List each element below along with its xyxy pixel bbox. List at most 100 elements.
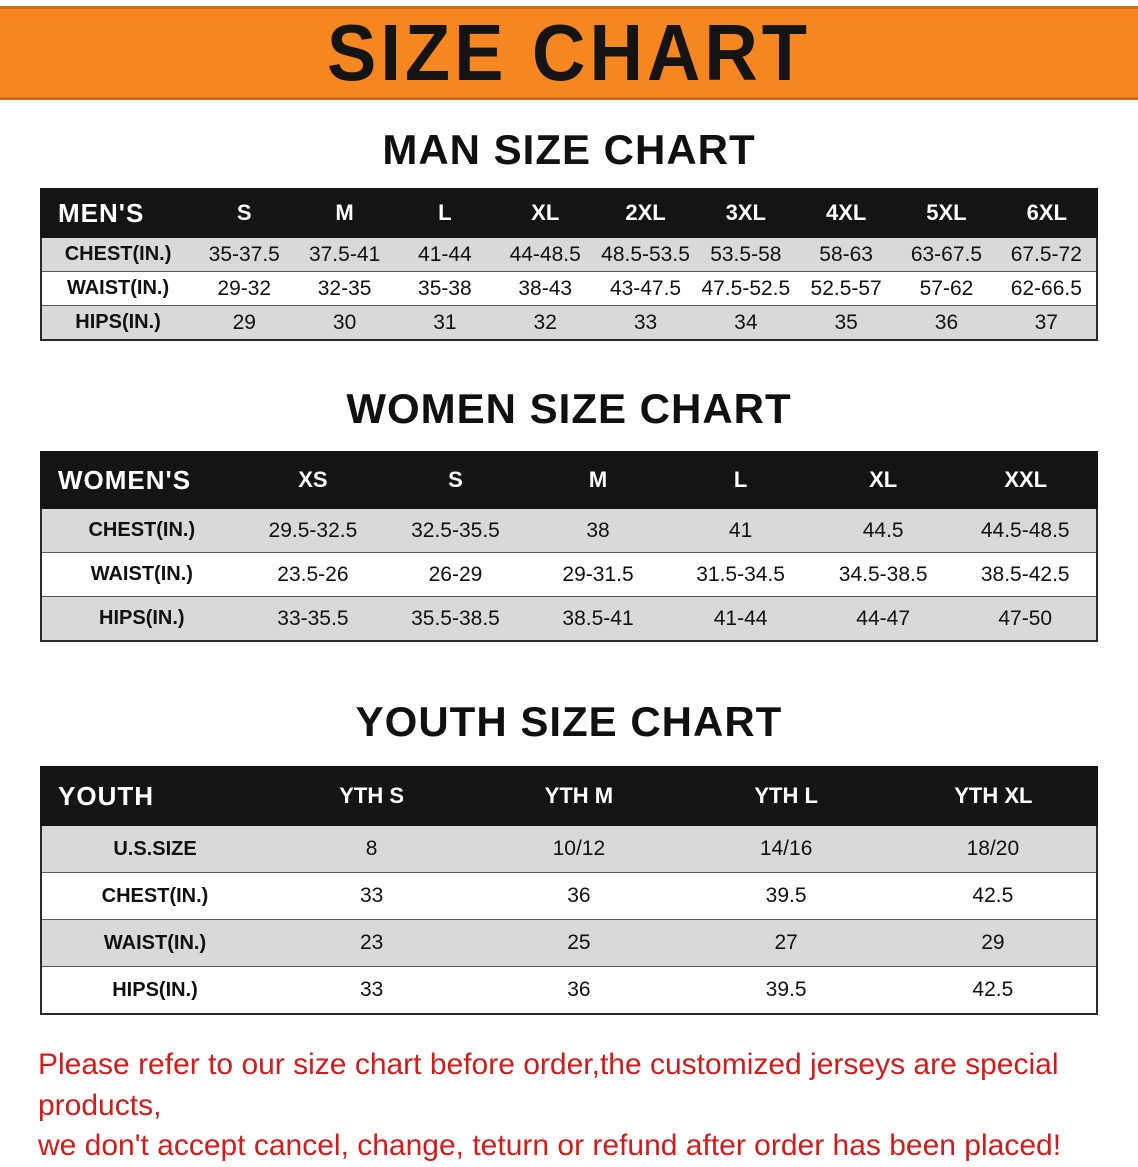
table-cell: 29 bbox=[889, 919, 1097, 967]
table-cell: 33-35.5 bbox=[241, 596, 385, 642]
man-size-chart-heading: MAN SIZE CHART bbox=[382, 126, 756, 173]
column-header: YTH L bbox=[681, 766, 891, 826]
row-label: CHEST(IN.) bbox=[41, 236, 195, 272]
women-size-table-container: WOMEN'S XS S M L XL XXL CHEST(IN.) 29.5-32.5 32.5… bbox=[40, 451, 1098, 642]
table-row: HIPS(IN.) 33 36 39.5 42.5 bbox=[41, 966, 1097, 1015]
row-label: WAIST(IN.) bbox=[41, 552, 242, 597]
table-row: WAIST(IN.) 23 25 27 29 bbox=[41, 919, 1097, 967]
table-cell: 39.5 bbox=[682, 872, 890, 920]
column-header: XL bbox=[494, 188, 597, 238]
table-cell: 38-43 bbox=[495, 271, 596, 306]
table-cell: 41-44 bbox=[394, 236, 496, 272]
table-cell: 37 bbox=[996, 305, 1097, 341]
column-header: 2XL bbox=[594, 188, 697, 238]
table-cell: 63-67.5 bbox=[896, 236, 997, 272]
row-label: HIPS(IN.) bbox=[41, 305, 195, 341]
table-cell: 31 bbox=[394, 305, 496, 341]
table-cell: 48.5-53.5 bbox=[595, 236, 696, 272]
table-cell: 34.5-38.5 bbox=[811, 552, 955, 597]
table-corner-label: WOMEN'S bbox=[40, 451, 243, 509]
table-cell: 44.5 bbox=[811, 507, 955, 553]
table-cell: 14/16 bbox=[682, 824, 890, 873]
column-header: L bbox=[668, 451, 813, 509]
table-cell: 32-35 bbox=[294, 271, 395, 306]
table-cell: 33 bbox=[595, 305, 696, 341]
table-cell: 36 bbox=[475, 872, 683, 920]
table-row: CHEST(IN.) 35-37.5 37.5-41 41-44 44-48.5 48.5… bbox=[41, 236, 1097, 272]
column-header: XXL bbox=[953, 451, 1098, 509]
row-label: WAIST(IN.) bbox=[41, 919, 269, 967]
column-header: YTH M bbox=[474, 766, 684, 826]
row-label: U.S.SIZE bbox=[41, 824, 269, 873]
table-cell: 10/12 bbox=[475, 824, 683, 873]
table-cell: 29-31.5 bbox=[526, 552, 670, 597]
size-table: WOMEN'S XS S M L XL XXL CHEST(IN.) 29.5-32.5 32.5… bbox=[40, 451, 1098, 642]
table-cell: 31.5-34.5 bbox=[669, 552, 812, 597]
column-header: M bbox=[293, 188, 396, 238]
column-header: YTH S bbox=[267, 766, 477, 826]
column-header: YTH XL bbox=[888, 766, 1099, 826]
table-cell: 47.5-52.5 bbox=[695, 271, 796, 306]
table-corner-label: YOUTH bbox=[39, 766, 270, 826]
table-cell: 27 bbox=[682, 919, 890, 967]
table-cell: 35 bbox=[795, 305, 897, 341]
size-table: YOUTH YTH S YTH M YTH L YTH XL U.S.SIZE 8 10/12… bbox=[39, 766, 1099, 1015]
table-cell: 44.5-48.5 bbox=[954, 507, 1097, 553]
table-cell: 23 bbox=[268, 919, 476, 967]
table-cell: 34 bbox=[695, 305, 796, 341]
table-cell: 37.5-41 bbox=[294, 236, 395, 272]
column-header: XL bbox=[810, 451, 956, 509]
table-cell: 8 bbox=[268, 824, 476, 873]
table-cell: 26-29 bbox=[384, 552, 527, 597]
table-cell: 33 bbox=[268, 966, 476, 1015]
table-cell: 42.5 bbox=[889, 872, 1097, 920]
table-cell: 29-32 bbox=[194, 271, 295, 306]
size-table: MEN'S S M L XL 2XL 3XL 4XL 5XL 6XL CHEST(IN.) 35-37… bbox=[39, 188, 1099, 341]
column-header: 4XL bbox=[794, 188, 898, 238]
table-cell: 23.5-26 bbox=[241, 552, 385, 597]
table-cell: 53.5-58 bbox=[695, 236, 796, 272]
table-cell: 57-62 bbox=[896, 271, 997, 306]
table-cell: 18/20 bbox=[889, 824, 1097, 873]
table-corner-label: MEN'S bbox=[39, 188, 196, 238]
table-header-row: YOUTH YTH S YTH M YTH L YTH XL bbox=[39, 766, 1099, 826]
table-cell: 30 bbox=[294, 305, 395, 341]
table-cell: 35.5-38.5 bbox=[384, 596, 527, 642]
row-label: WAIST(IN.) bbox=[41, 271, 195, 306]
table-cell: 41 bbox=[669, 507, 812, 553]
table-cell: 25 bbox=[475, 919, 683, 967]
footer-disclaimer-line2: we don't accept cancel, change, teturn o… bbox=[38, 1129, 1062, 1162]
table-cell: 43-47.5 bbox=[595, 271, 696, 306]
table-cell: 67.5-72 bbox=[996, 236, 1097, 272]
table-row: HIPS(IN.) 29 30 31 32 33 34 35 36 37 bbox=[41, 305, 1097, 341]
table-cell: 44-47 bbox=[811, 596, 955, 642]
table-cell: 38.5-41 bbox=[526, 596, 670, 642]
column-header: L bbox=[393, 188, 497, 238]
table-cell: 36 bbox=[896, 305, 997, 341]
table-cell: 35-37.5 bbox=[194, 236, 295, 272]
table-row: WAIST(IN.) 23.5-26 26-29 29-31.5 31.5-34.5 34… bbox=[41, 552, 1097, 597]
footer-disclaimer: Please refer to our size chart before or… bbox=[38, 1045, 1100, 1167]
table-row: WAIST(IN.) 29-32 32-35 35-38 38-43 43-47.5 47.… bbox=[41, 271, 1097, 306]
table-cell: 52.5-57 bbox=[795, 271, 897, 306]
column-header: S bbox=[193, 188, 296, 238]
table-header-row: MEN'S S M L XL 2XL 3XL 4XL 5XL 6XL bbox=[39, 188, 1099, 238]
table-row: HIPS(IN.) 33-35.5 35.5-38.5 38.5-41 41-44 44-… bbox=[41, 596, 1097, 642]
column-header: 5XL bbox=[895, 188, 998, 238]
row-label: CHEST(IN.) bbox=[41, 872, 269, 920]
table-header-row: WOMEN'S XS S M L XL XXL bbox=[40, 451, 1098, 509]
row-label: HIPS(IN.) bbox=[41, 966, 269, 1015]
column-header: 3XL bbox=[694, 188, 797, 238]
top-banner: SIZE CHART bbox=[0, 6, 1138, 100]
youth-size-chart-heading: YOUTH SIZE CHART bbox=[355, 698, 783, 745]
page-title: SIZE CHART bbox=[327, 7, 811, 98]
table-cell: 38.5-42.5 bbox=[954, 552, 1097, 597]
column-header: M bbox=[525, 451, 671, 509]
table-cell: 32.5-35.5 bbox=[384, 507, 527, 553]
table-cell: 36 bbox=[475, 966, 683, 1015]
table-cell: 47-50 bbox=[954, 596, 1097, 642]
table-cell: 41-44 bbox=[669, 596, 812, 642]
table-cell: 32 bbox=[495, 305, 596, 341]
row-label: HIPS(IN.) bbox=[41, 596, 242, 642]
women-size-chart-heading: WOMEN SIZE CHART bbox=[346, 385, 792, 432]
